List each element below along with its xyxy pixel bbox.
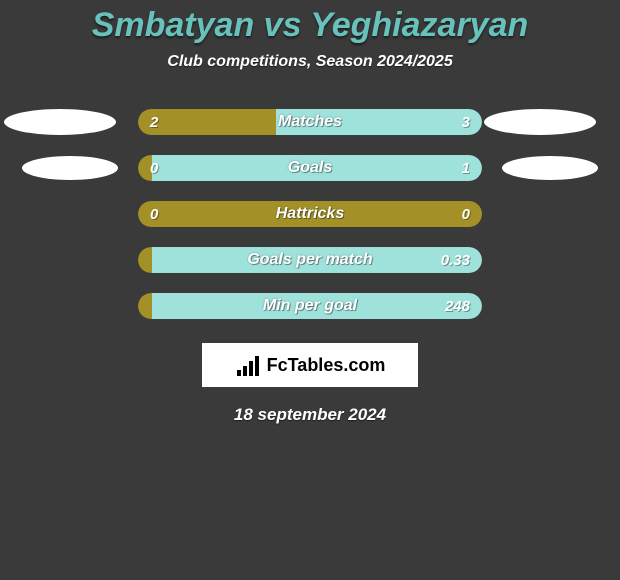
bar-left [138,201,482,227]
decor-ellipse-left [22,156,118,180]
page-title: Smbatyan vs Yeghiazaryan [0,0,620,45]
bar-left [138,293,152,319]
bar-track [138,201,482,227]
bar-track [138,247,482,273]
comparison-rows: Matches23 Goals01 Hattricks00 Goals per mat… [0,109,620,319]
decor-ellipse-right [502,156,598,180]
bar-left [138,109,276,135]
bar-right [152,293,482,319]
bar-right [152,155,482,181]
stat-row: Goals01 [0,155,620,181]
stat-row: Min per goal248 [0,293,620,319]
subtitle: Club competitions, Season 2024/2025 [0,53,620,71]
date-text: 18 september 2024 [0,405,620,425]
bar-left [138,155,152,181]
watermark-badge: FcTables.com [202,343,418,387]
decor-ellipse-right [484,109,596,135]
stat-row: Goals per match0.33 [0,247,620,273]
stat-row: Matches23 [0,109,620,135]
bar-track [138,109,482,135]
bar-track [138,155,482,181]
decor-ellipse-left [4,109,116,135]
stat-row: Hattricks00 [0,201,620,227]
bar-track [138,293,482,319]
bar-chart-icon [235,354,261,376]
bar-left [138,247,152,273]
bar-right [276,109,482,135]
bar-right [152,247,482,273]
watermark-text: FcTables.com [267,355,386,376]
